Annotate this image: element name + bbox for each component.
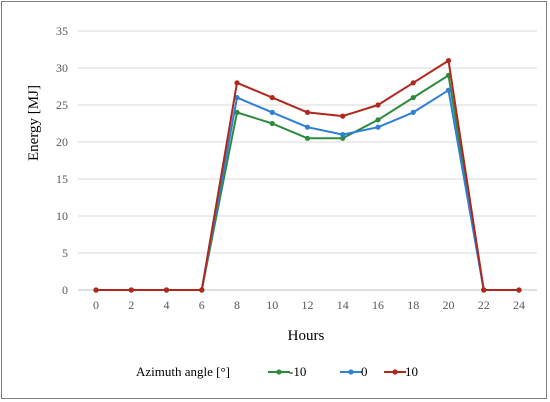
y-tick-label: 30	[56, 61, 68, 75]
data-point	[304, 124, 311, 130]
data-point	[516, 287, 522, 293]
legend-title: Azimuth angle [°]	[136, 364, 230, 379]
data-point	[481, 287, 487, 293]
x-tick-label: 0	[93, 298, 99, 312]
data-point	[375, 102, 381, 108]
series--10	[93, 72, 522, 293]
x-tick-label: 8	[234, 298, 240, 312]
legend: Azimuth angle [°] -10 0 10	[136, 364, 418, 379]
series-line	[96, 59, 519, 291]
data-point	[269, 109, 275, 115]
y-axis-title: Energy [MJ]	[26, 85, 42, 161]
data-point	[340, 135, 346, 141]
x-tick-label: 4	[164, 298, 170, 312]
legend-label: 10	[405, 364, 418, 379]
data-point	[445, 58, 452, 64]
x-axis-ticks: 0 2 4 6 8 10 12 14 16 18 20 22 24	[93, 298, 525, 312]
gridlines	[78, 30, 537, 291]
y-tick-label: 20	[56, 135, 68, 149]
data-point	[128, 287, 134, 293]
legend-marker	[348, 369, 354, 375]
data-point	[234, 80, 240, 86]
y-tick-label: 35	[56, 24, 68, 38]
x-tick-label: 10	[266, 298, 278, 312]
data-point	[93, 287, 99, 293]
data-point	[445, 87, 452, 93]
data-point	[304, 135, 311, 141]
y-tick-label: 10	[56, 209, 68, 223]
x-tick-label: 18	[407, 298, 419, 312]
x-tick-label: 2	[128, 298, 134, 312]
data-point	[340, 113, 346, 119]
data-point	[304, 109, 311, 115]
x-tick-label: 6	[199, 298, 205, 312]
data-point	[269, 95, 275, 101]
legend-marker	[276, 369, 282, 375]
data-point	[234, 109, 240, 115]
y-axis-ticks: 0 5 10 15 20 25 30 35	[56, 24, 68, 297]
x-tick-label: 24	[513, 298, 525, 312]
series-lines	[93, 58, 522, 293]
y-tick-label: 0	[62, 283, 68, 297]
x-tick-label: 20	[443, 298, 455, 312]
x-tick-label: 16	[372, 298, 384, 312]
data-point	[269, 120, 275, 127]
data-point	[410, 80, 416, 86]
legend-marker	[392, 369, 398, 375]
x-tick-label: 22	[478, 298, 490, 312]
legend-label: -10	[289, 364, 306, 379]
data-point	[375, 124, 381, 130]
data-point	[375, 117, 381, 123]
data-point	[410, 109, 416, 115]
legend-label: 0	[361, 364, 368, 379]
y-tick-label: 5	[62, 246, 68, 260]
data-point	[410, 95, 416, 101]
y-tick-label: 15	[56, 172, 68, 186]
series-10	[93, 58, 522, 293]
data-point	[340, 132, 346, 138]
y-tick-label: 25	[56, 98, 68, 112]
data-point	[199, 287, 205, 293]
x-tick-label: 14	[337, 298, 349, 312]
x-axis-title: Hours	[288, 328, 325, 344]
x-tick-label: 12	[302, 298, 314, 312]
data-point	[163, 287, 170, 293]
